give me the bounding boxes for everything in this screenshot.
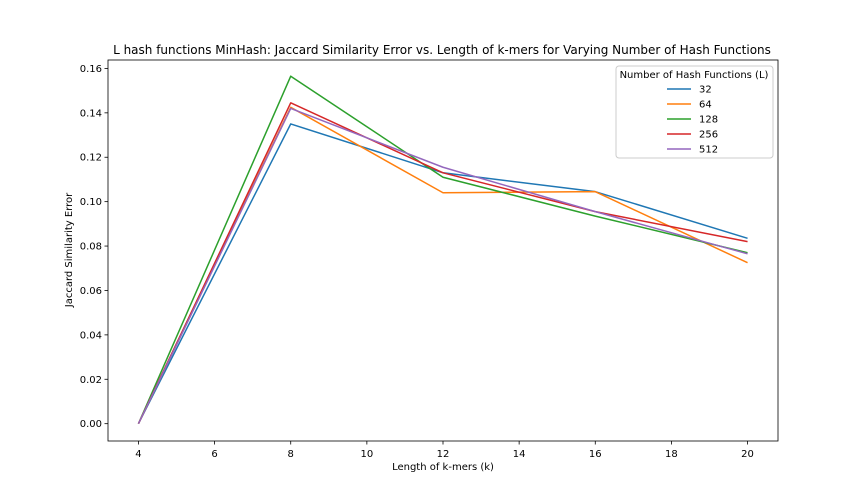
x-tick-label: 20 xyxy=(741,449,754,460)
legend-label-32: 32 xyxy=(699,85,712,96)
y-tick-label: 0.12 xyxy=(80,153,102,164)
legend-label-512: 512 xyxy=(699,145,718,156)
series-line-256 xyxy=(137,102,748,425)
legend-items: 32 64 128 256 512 xyxy=(667,85,718,156)
chart-title: L hash functions MinHash: Jaccard Simila… xyxy=(113,43,771,57)
legend-label-64: 64 xyxy=(699,100,712,111)
y-axis-label: Jaccard Similarity Error xyxy=(64,192,75,308)
legend-label-128: 128 xyxy=(699,115,718,126)
y-tick-label: 0.00 xyxy=(80,419,102,430)
legend-label-256: 256 xyxy=(699,130,718,141)
x-axis-label: Length of k-mers (k) xyxy=(392,462,494,473)
y-axis: 0.00 0.02 0.04 0.06 0.08 0.10 0.12 0.14 0.16 xyxy=(80,64,108,430)
x-tick-label: 12 xyxy=(437,449,450,460)
y-tick-label: 0.06 xyxy=(80,286,102,297)
y-tick-label: 0.14 xyxy=(80,108,102,119)
legend-title: Number of Hash Functions (L) xyxy=(620,70,769,81)
y-tick-label: 0.04 xyxy=(80,330,102,341)
x-tick-label: 16 xyxy=(589,449,602,460)
x-tick-label: 6 xyxy=(211,449,217,460)
legend-box xyxy=(615,65,774,159)
series-lines xyxy=(137,75,748,425)
x-tick-label: 18 xyxy=(665,449,678,460)
series-line-512 xyxy=(137,107,748,425)
x-tick-label: 4 xyxy=(135,449,141,460)
y-tick-label: 0.10 xyxy=(80,197,102,208)
y-tick-label: 0.02 xyxy=(80,375,102,386)
legend: Number of Hash Functions (L) 32 64 128 256 5… xyxy=(615,65,774,159)
series-line-128 xyxy=(137,75,748,424)
y-tick-label: 0.16 xyxy=(80,64,102,75)
x-tick-label: 8 xyxy=(288,449,294,460)
x-axis: 4 6 8 10 12 14 16 18 20 xyxy=(135,441,754,460)
x-tick-label: 10 xyxy=(360,449,373,460)
y-tick-label: 0.08 xyxy=(80,242,102,253)
x-tick-label: 14 xyxy=(513,449,526,460)
